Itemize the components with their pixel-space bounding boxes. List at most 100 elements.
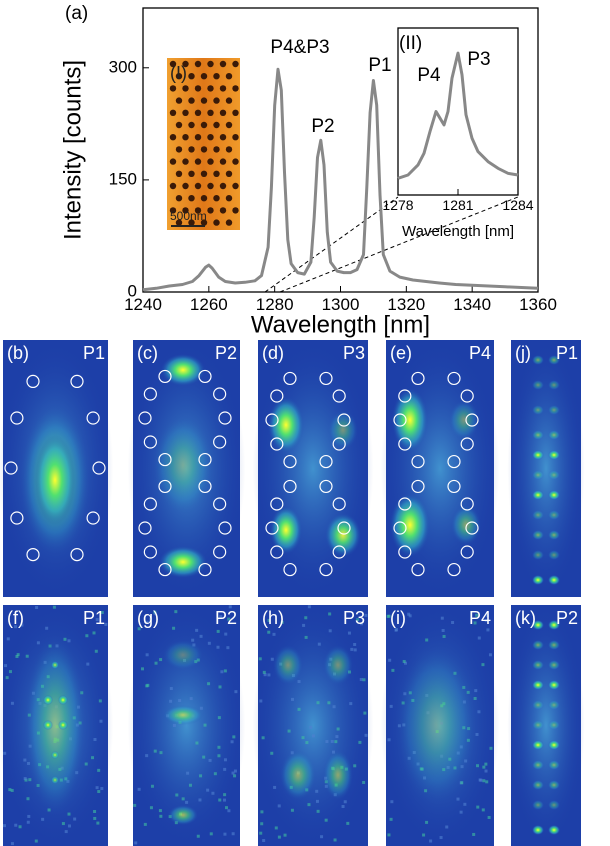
mode-intensity: [532, 760, 544, 770]
noise-speckle: [290, 808, 294, 812]
air-hole: [393, 413, 407, 427]
noise-speckle: [198, 798, 202, 802]
mode-intensity: [548, 825, 560, 835]
noise-speckle: [185, 800, 189, 804]
noise-speckle: [358, 740, 362, 744]
noise-speckle: [486, 628, 490, 632]
noise-speckle: [41, 817, 45, 821]
noise-speckle: [330, 739, 334, 743]
sem-hole: [207, 207, 214, 214]
noise-speckle: [459, 810, 463, 814]
noise-speckle: [317, 642, 321, 646]
noise-speckle: [387, 614, 391, 618]
sem-hole: [219, 182, 227, 190]
noise-speckle: [67, 639, 71, 643]
noise-speckle: [387, 738, 391, 742]
air-hole: [332, 389, 346, 403]
mode-panel: (b) P1: [0, 340, 114, 597]
mode-intensity: [532, 640, 544, 650]
noise-speckle: [137, 627, 141, 631]
mode-intensity: [392, 388, 428, 452]
air-hole: [265, 413, 279, 427]
noise-speckle: [482, 779, 486, 783]
peak-annotation: P4&P3: [270, 37, 329, 58]
noise-speckle: [10, 788, 14, 792]
peak-label: P4: [469, 343, 491, 363]
air-hole: [270, 545, 284, 559]
noise-speckle: [232, 735, 236, 739]
noise-speckle: [407, 612, 411, 616]
noise-speckle: [277, 804, 281, 808]
sem-hole: [175, 73, 183, 80]
noise-speckle: [216, 645, 220, 649]
air-hole: [411, 454, 425, 469]
noise-speckle: [475, 613, 479, 617]
noise-speckle: [227, 809, 231, 813]
noise-speckle: [159, 751, 163, 755]
air-hole: [283, 371, 297, 386]
noise-speckle: [227, 617, 231, 621]
noise-speckle: [104, 622, 108, 626]
air-hole: [393, 521, 407, 535]
peak-label: P3: [343, 608, 365, 628]
air-hole: [465, 521, 479, 535]
peak-label: P4: [469, 608, 491, 628]
noise-speckle: [223, 832, 227, 836]
panel-label: (h): [262, 608, 284, 628]
mode-intensity: [548, 355, 560, 365]
sem-hole: [188, 146, 195, 153]
peak-annotation: P1: [368, 55, 391, 76]
air-hole: [447, 479, 461, 494]
air-hole: [213, 497, 227, 511]
noise-speckle: [485, 780, 489, 784]
sem-hole: [182, 207, 189, 214]
air-hole: [92, 461, 106, 475]
noise-speckle: [3, 824, 7, 828]
mode-intensity: [532, 355, 544, 365]
mode-intensity: [548, 575, 560, 585]
air-hole: [213, 545, 227, 559]
air-hole: [10, 411, 24, 425]
sem-hole: [188, 195, 195, 202]
noise-speckle: [213, 772, 217, 776]
sem-hole: [169, 182, 177, 190]
noise-speckle: [188, 783, 192, 787]
sem-hole: [200, 170, 208, 177]
noise-speckle: [100, 787, 104, 791]
noise-speckle: [64, 830, 68, 834]
air-hole: [460, 437, 474, 451]
sem-hole: [188, 170, 195, 177]
noise-speckle: [141, 667, 145, 671]
air-hole: [198, 452, 212, 467]
sem-hole: [213, 146, 220, 153]
noise-speckle: [307, 803, 311, 807]
panel-label: (f): [7, 608, 24, 628]
air-hole: [138, 521, 152, 535]
mode-intensity: [532, 470, 544, 480]
noise-speckle: [219, 615, 223, 619]
noise-speckle: [353, 648, 357, 652]
mode-intensity: [548, 450, 560, 460]
noise-speckle: [100, 611, 104, 615]
noise-speckle: [224, 806, 228, 810]
mode-intensity: [548, 470, 560, 480]
noise-speckle: [145, 653, 149, 657]
zoom-line: [279, 196, 519, 293]
noise-speckle: [27, 814, 31, 818]
sem-hole: [194, 85, 202, 92]
noise-speckle: [158, 809, 162, 813]
mode-intensity: [548, 430, 560, 440]
noise-speckle: [98, 699, 102, 703]
noise-speckle: [96, 821, 100, 825]
noise-speckle: [325, 740, 329, 744]
noise-speckle: [474, 689, 478, 693]
air-hole: [398, 437, 412, 451]
noise-speckle: [169, 687, 173, 691]
mode-intensity: [548, 720, 560, 730]
x-tick-label: 1284: [502, 197, 533, 213]
mode-intensity: [163, 705, 203, 725]
sem-hole: [225, 97, 233, 104]
noise-speckle: [175, 793, 179, 797]
noise-speckle: [133, 803, 137, 807]
mode-intensity: [280, 750, 316, 800]
